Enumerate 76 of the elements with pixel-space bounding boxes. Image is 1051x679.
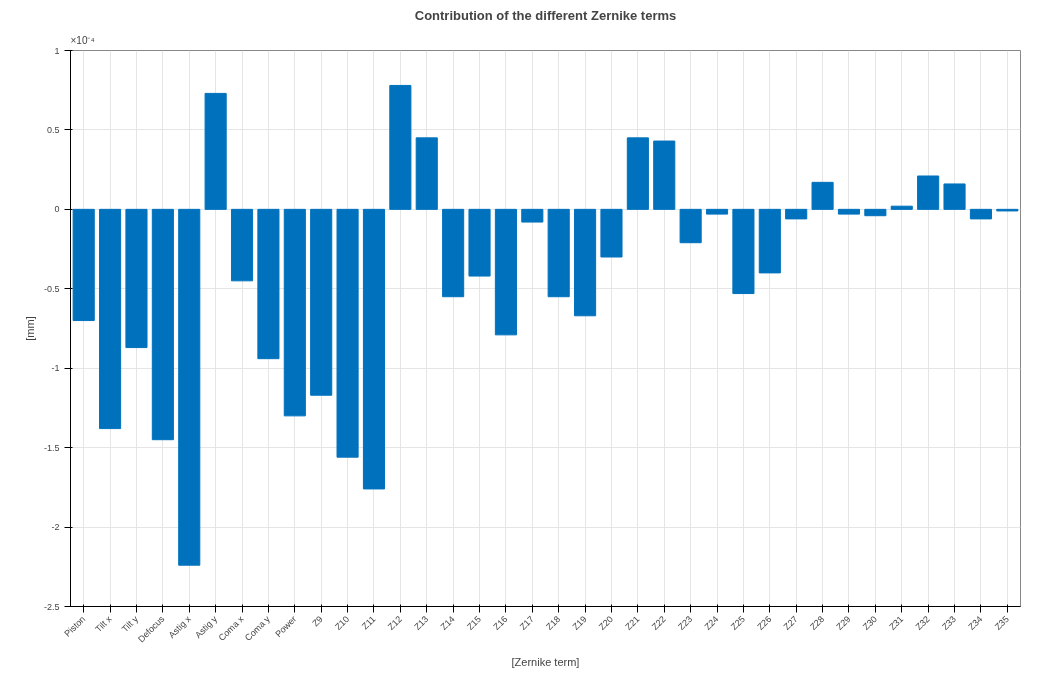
bar [99,208,122,430]
y-tick-label: -2.5 [43,601,60,612]
y-tick-label: 0 [54,204,60,215]
bar [653,140,676,210]
bar [547,208,570,298]
bar [969,208,992,220]
bar [230,208,254,282]
bar [389,84,412,210]
bar [864,208,887,217]
x-tick-label: Z15 [465,613,484,632]
x-tick-label: Z34 [966,613,985,632]
x-tick-label: Z23 [676,613,695,632]
bar [72,208,95,322]
bar [811,181,834,210]
bar [758,208,781,274]
bar [917,175,940,210]
x-tick-label: Z9 [310,613,325,629]
bar [890,205,913,210]
x-tick-label: Z20 [596,613,616,632]
x-tick-label: Z13 [412,613,431,632]
text: ×10⁻⁴ [70,34,95,46]
x-tick-label: Z17 [517,613,536,632]
chart-title: Contribution of the different Zernike terms [414,7,677,23]
bar [600,208,623,258]
x-tick-label: Z35 [992,613,1011,632]
y-tick-label: -2 [51,522,60,533]
x-tick-label: Z31 [887,613,906,632]
x-tick-label: Z26 [755,613,774,632]
x-tick-label: Tilt x [93,613,114,635]
y-tick-label: -0.5 [43,283,60,294]
bar [415,137,438,210]
bar [785,208,808,220]
x-tick-label: Z29 [834,613,853,632]
x-tick-label: Z12 [385,613,404,632]
bar [151,208,174,441]
x-tick-label: Z30 [860,613,879,632]
bar [574,208,597,317]
bar [468,208,491,277]
bar [257,208,280,360]
bar [837,208,861,215]
x-axis-title: [Zernike term] [511,655,580,668]
y-tick-label: 0.5 [46,124,60,135]
y-tick-label: -1.5 [43,442,60,453]
x-tick-label: Z21 [623,613,642,632]
y-tick-label: 1 [54,45,60,56]
x-tick-label: Z11 [359,613,378,632]
bar [732,208,755,295]
bar [626,137,649,210]
x-tick-label: Tilt y [119,613,141,635]
x-tick-label: Z25 [728,613,747,632]
y-tick-label: -1 [51,363,60,374]
bar [442,208,465,298]
bar [943,183,966,210]
x-tick-label: Z32 [913,613,932,632]
x-tick-label: Z27 [781,613,800,632]
x-tick-label: Z14 [438,613,457,632]
bar [204,92,227,210]
x-tick-label: Z18 [544,613,563,632]
bar [705,208,729,215]
x-tick-label: Z24 [702,613,721,632]
x-tick-label: Z16 [491,613,510,632]
bar [336,208,359,458]
x-tick-label: Z33 [940,613,959,632]
bar [310,208,333,396]
bar [494,208,517,336]
bar [679,208,702,244]
bar [521,208,544,223]
x-tick-label: Z10 [333,613,352,632]
bar [178,208,201,566]
y-axis-title: [mm] [23,316,36,341]
x-tick-label: Z28 [808,613,827,632]
x-tick-label: Z19 [570,613,589,632]
x-tick-label: Z22 [649,613,668,632]
bar [362,208,386,490]
bar [125,208,148,349]
bar [283,208,306,417]
